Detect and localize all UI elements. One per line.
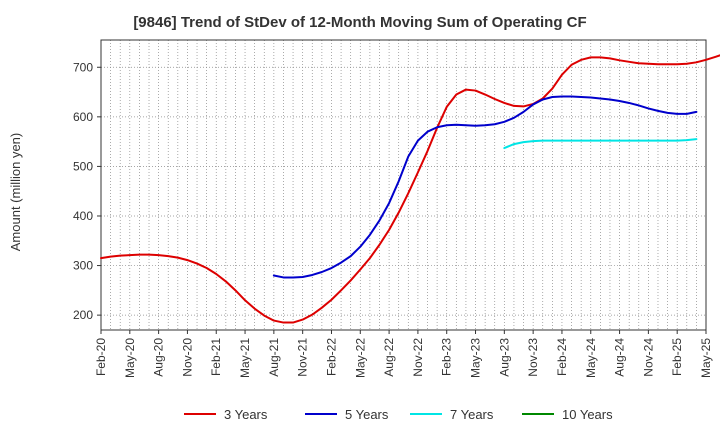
x-tick-label: Aug-23 — [497, 338, 511, 377]
x-tick-label: May-25 — [699, 338, 713, 378]
x-tick-label: May-24 — [584, 338, 598, 378]
series-line-3-years — [100, 54, 720, 324]
y-tick-label: 600 — [73, 110, 93, 124]
x-tick-label: Nov-20 — [180, 338, 194, 377]
x-tick-label: Feb-22 — [324, 338, 338, 376]
y-tick-label: 700 — [73, 60, 93, 74]
y-tick-label: 400 — [73, 209, 93, 223]
x-tick-label: Feb-25 — [670, 338, 684, 376]
plot-border — [100, 39, 707, 331]
x-tick-label: Aug-24 — [613, 338, 627, 377]
x-tick-label: Feb-23 — [440, 338, 454, 376]
legend: 3 Years 5 Years 7 Years 10 Years — [184, 407, 613, 422]
x-tick-label: Feb-24 — [555, 338, 569, 376]
grid-lines — [100, 40, 707, 330]
legend-label-5-years: 5 Years — [345, 407, 389, 422]
x-tick-label: Nov-23 — [526, 338, 540, 377]
x-tick-label: Nov-22 — [411, 338, 425, 377]
x-tick-label: May-23 — [469, 338, 483, 378]
x-tick-label: Feb-20 — [94, 338, 108, 376]
y-tick-label: 200 — [73, 308, 93, 322]
chart-title: [9846] Trend of StDev of 12-Month Moving… — [133, 14, 587, 31]
y-tick-label: 300 — [73, 259, 93, 273]
legend-label-3-years: 3 Years — [224, 407, 268, 422]
x-tick-label: Feb-21 — [209, 338, 223, 376]
x-tick-label: Nov-21 — [296, 338, 310, 377]
legend-label-7-years: 7 Years — [450, 407, 494, 422]
legend-label-10-years: 10 Years — [562, 407, 613, 422]
x-tick-label: May-22 — [353, 338, 367, 378]
series-line-7-years — [503, 138, 698, 150]
y-tick-label: 500 — [73, 159, 93, 173]
x-tick-label: Aug-21 — [267, 338, 281, 377]
series-line-5-years — [272, 95, 698, 279]
x-tick-label: May-21 — [238, 338, 252, 378]
x-tick-label: Nov-24 — [641, 338, 655, 377]
y-axis-label: Amount (million yen) — [8, 133, 23, 252]
plot-area — [101, 40, 706, 330]
x-tick-label: Aug-20 — [152, 338, 166, 377]
x-tick-label: Aug-22 — [382, 338, 396, 377]
x-tick-label: May-20 — [123, 338, 137, 378]
